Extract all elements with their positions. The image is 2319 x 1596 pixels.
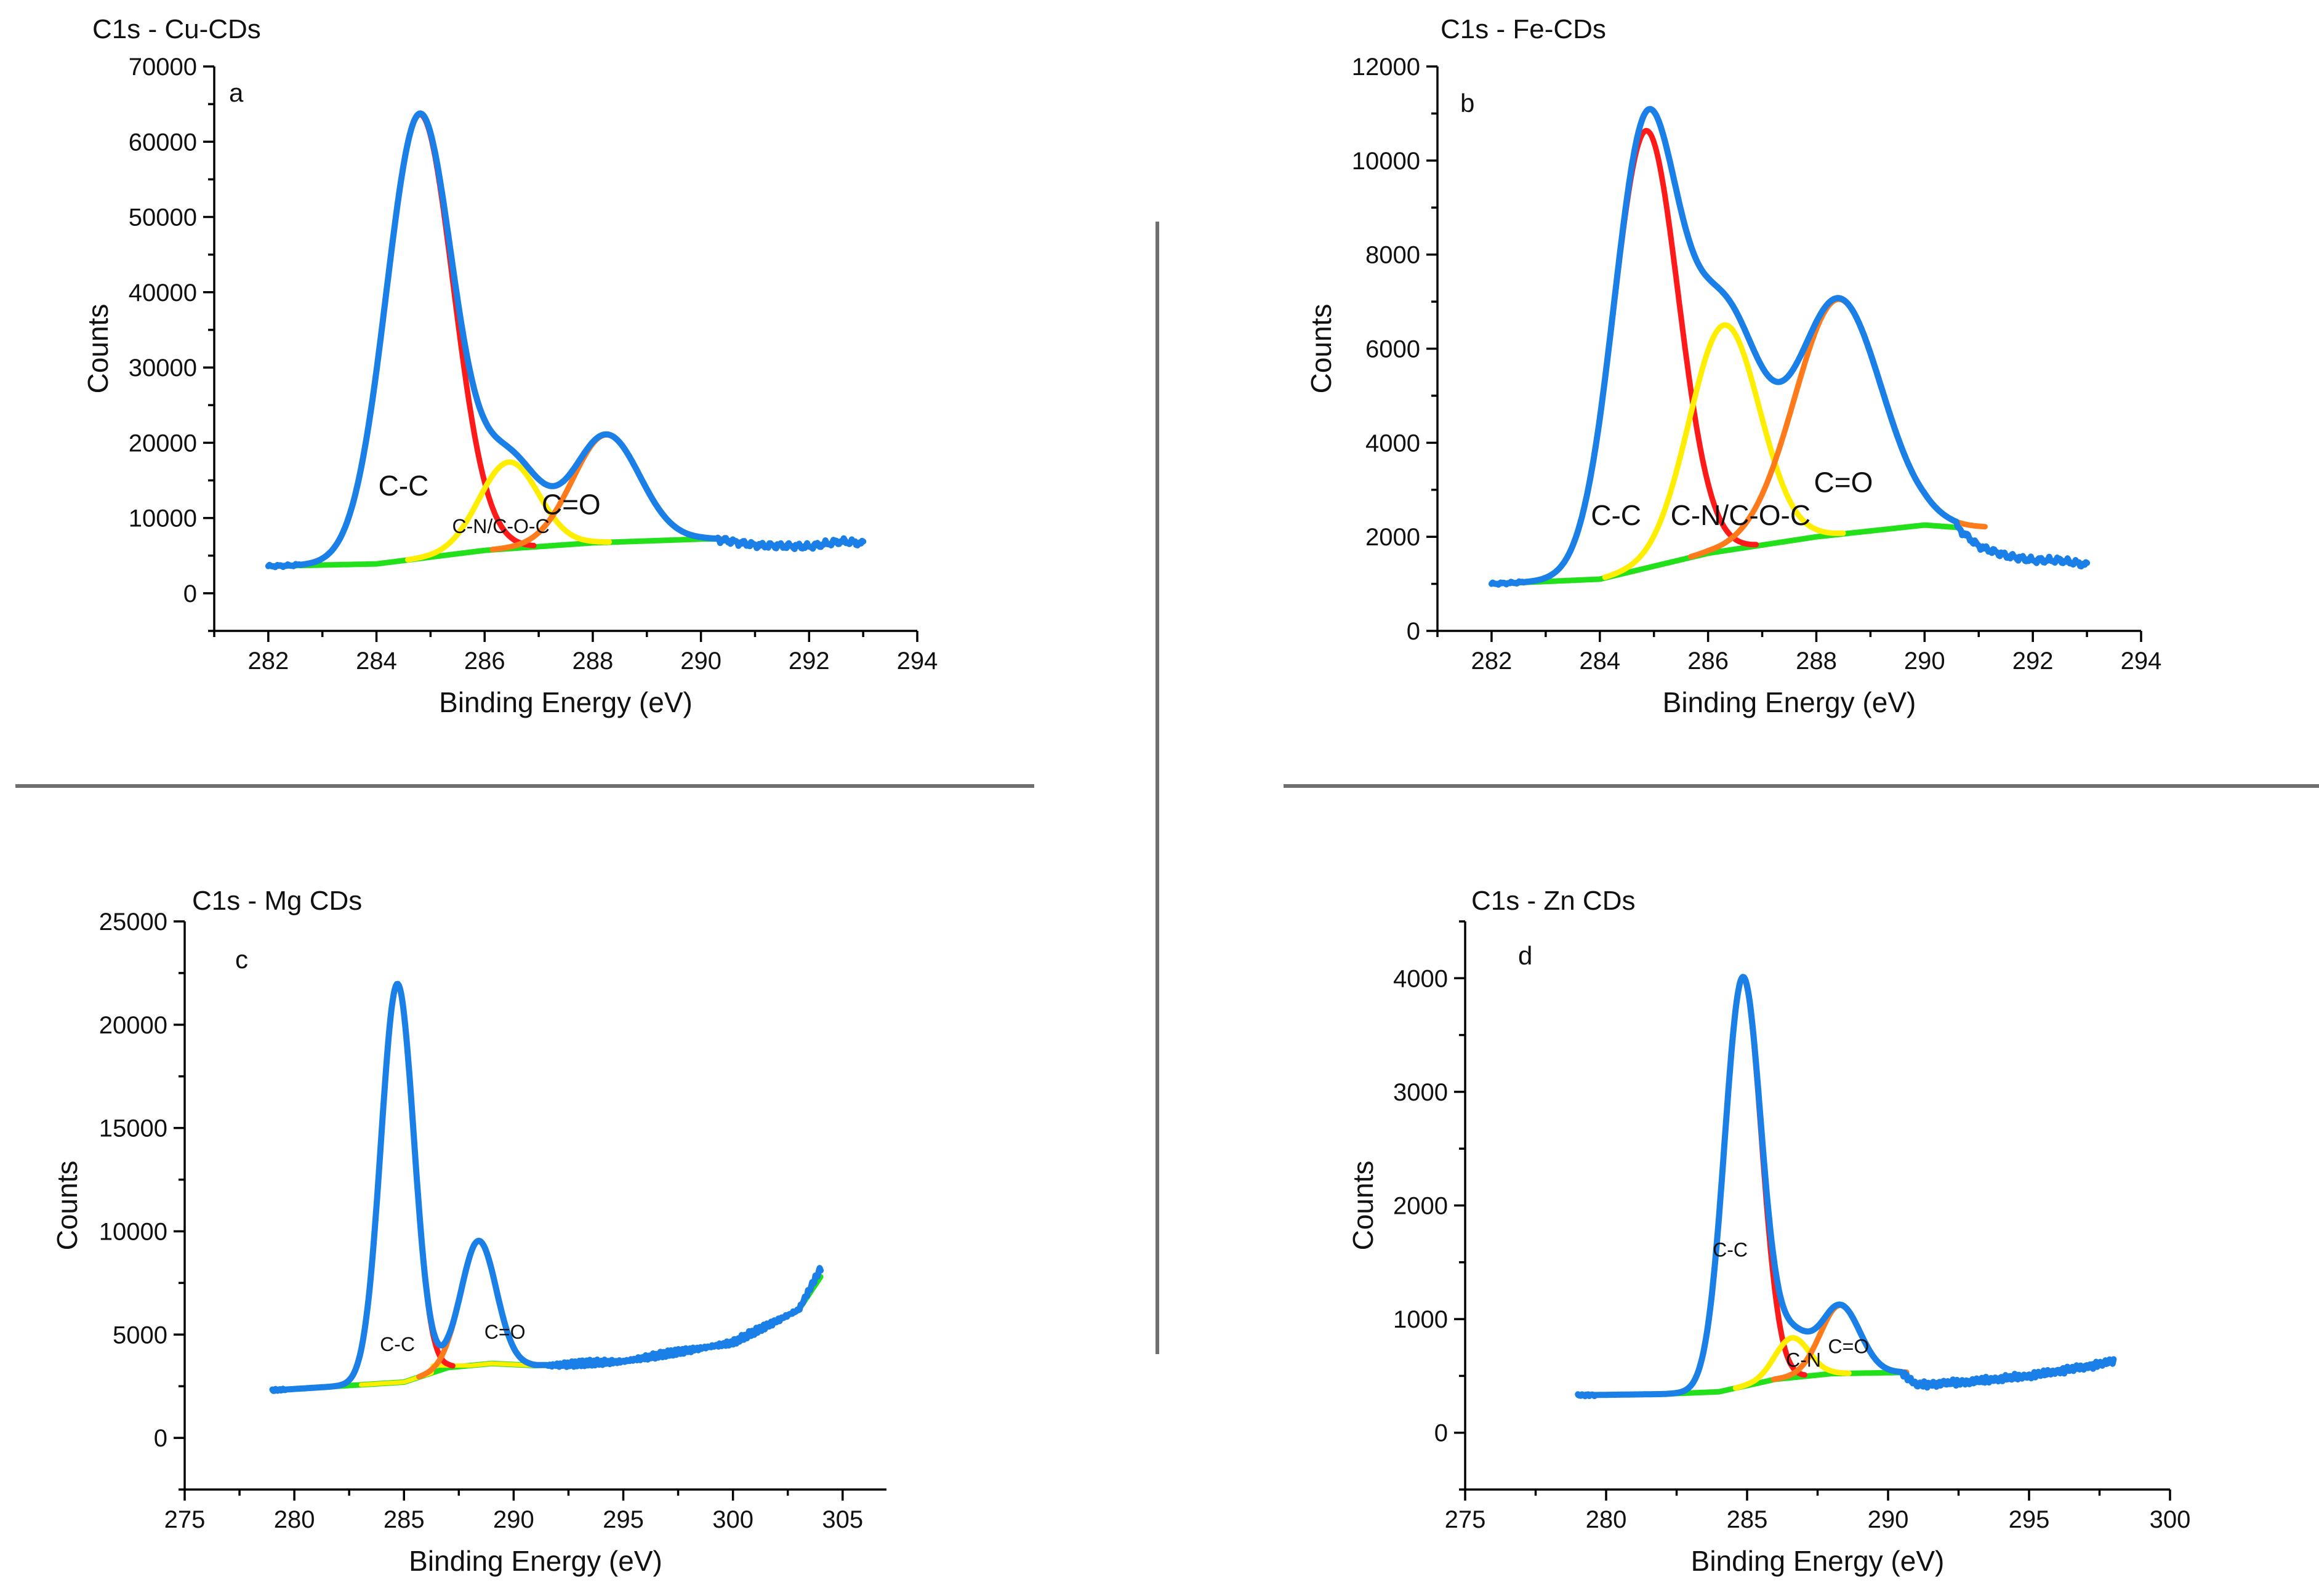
panel-title: C1s - Fe-CDs [1441,14,1606,44]
y-tick-label: 0 [1407,618,1420,645]
y-axis-title: Counts [1305,304,1337,394]
peak-annotation: C-C [1591,499,1641,531]
component-c-c [339,981,456,1388]
envelope-series [1488,106,2091,588]
component-c-c [1678,974,1807,1395]
y-tick-label: 70000 [129,54,197,81]
x-tick-label: 286 [464,648,505,675]
x-tick-label: 300 [712,1506,754,1533]
x-tick-label: 285 [384,1506,425,1533]
y-tick-label: 50000 [129,204,197,231]
x-axis-title: Binding Energy (eV) [439,686,693,718]
x-tick-label: 292 [2012,648,2054,675]
y-tick-label: 4000 [1393,965,1448,992]
x-tick-label: 305 [822,1506,863,1533]
y-tick-label: 12000 [1352,54,1420,81]
envelope-series [1575,974,2117,1400]
peak-annotation: C-C [380,1333,415,1355]
envelope-series [269,980,824,1394]
y-tick-label: 5000 [113,1321,167,1349]
x-tick-label: 282 [247,648,289,675]
y-tick-label: 4000 [1365,430,1420,457]
x-tick-label: 292 [789,648,830,675]
panel-title: C1s - Cu-CDs [92,14,261,44]
y-tick-label: 0 [1434,1420,1448,1447]
y-axis-title: Counts [1347,1161,1379,1251]
peak-annotation: C-C [379,470,429,502]
x-tick-label: 290 [1868,1506,1909,1533]
peak-annotation: C=O [484,1321,526,1343]
x-tick-label: 290 [680,648,721,675]
y-tick-label: 15000 [99,1115,167,1142]
x-tick-label: 295 [603,1506,644,1533]
x-tick-label: 275 [1445,1506,1486,1533]
x-tick-label: 280 [274,1506,315,1533]
y-tick-label: 6000 [1365,336,1420,363]
x-tick-label: 288 [573,648,614,675]
x-tick-label: 282 [1471,648,1513,675]
y-tick-label: 2000 [1365,524,1420,551]
panel-label: d [1518,941,1532,970]
peak-annotation: C-N/C-O-C [452,515,549,537]
y-axis-title: Counts [82,304,114,394]
x-tick-label: 295 [2009,1506,2050,1533]
y-tick-label: 8000 [1365,242,1420,269]
peak-annotation: C=O [1814,467,1873,499]
y-tick-label: 2000 [1393,1193,1448,1220]
panel-title: C1s - Mg CDs [192,886,362,916]
y-tick-label: 10000 [99,1218,167,1245]
y-axis-title: Counts [51,1161,83,1251]
y-tick-label: 1000 [1393,1306,1448,1333]
x-axis-title: Binding Energy (eV) [1663,686,1916,718]
y-tick-label: 0 [183,580,197,608]
component-c-n [1732,1335,1852,1391]
baseline-series [1489,522,1959,587]
envelope-series [265,110,867,571]
peak-annotation: C=O [542,488,601,520]
y-tick-label: 30000 [129,355,197,382]
y-tick-label: 3000 [1393,1079,1448,1106]
peak-annotation: C-N [1786,1349,1821,1371]
y-tick-label: 60000 [129,129,197,156]
y-tick-label: 20000 [99,1012,167,1039]
component-c-n-c-o-c [1602,322,1846,580]
x-tick-label: 288 [1796,648,1837,675]
panel-c: C1s - Mg CDs c 275 280 285 290 295 300 305 0 5000 1… [51,886,886,1577]
component-c-n-c-o-c [405,459,613,563]
x-tick-label: 275 [164,1506,206,1533]
panel-label: c [235,945,248,974]
peak-annotation: C-N/C-O-C [1671,499,1811,531]
panel-label: a [229,78,244,107]
x-tick-label: 285 [1727,1506,1768,1533]
x-axis-title: Binding Energy (eV) [409,1545,662,1577]
y-tick-label: 10000 [1352,148,1420,175]
x-tick-label: 294 [897,648,938,675]
x-tick-label: 290 [493,1506,534,1533]
peak-annotation: C-C [1713,1239,1748,1261]
panel-b: C1s - Fe-CDs b 282 284 286 288 290 292 294 0 2000 4… [1305,14,2161,718]
x-tick-label: 284 [356,648,397,675]
y-tick-label: 10000 [129,505,197,532]
x-tick-label: 300 [2150,1506,2191,1533]
x-tick-label: 286 [1687,648,1729,675]
panel-a: C1s - Cu-CDs a 282 284 286 288 290 292 294 0 10000… [82,14,938,718]
panel-label: b [1460,89,1474,118]
y-tick-label: 25000 [99,908,167,936]
x-tick-label: 290 [1904,648,1945,675]
x-tick-label: 280 [1586,1506,1627,1533]
y-tick-label: 20000 [129,430,197,457]
y-tick-label: 40000 [129,279,197,307]
x-axis-title: Binding Energy (eV) [1691,1545,1945,1577]
x-tick-label: 284 [1579,648,1620,675]
x-tick-label: 294 [2121,648,2162,675]
panel-title: C1s - Zn CDs [1471,886,1635,916]
peak-annotation: C=O [1828,1335,1870,1357]
y-tick-label: 0 [154,1425,167,1452]
